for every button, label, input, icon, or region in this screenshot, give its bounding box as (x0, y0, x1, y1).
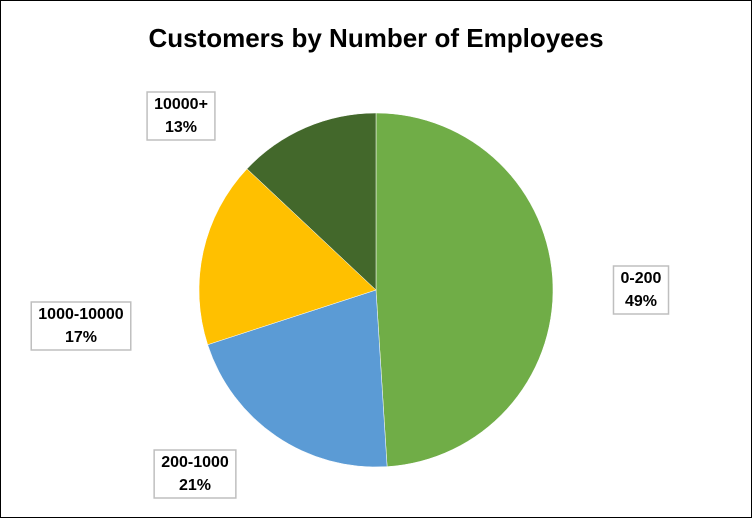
label-box (30, 301, 132, 351)
label-category: 1000-10000 (38, 306, 124, 323)
label-box (612, 265, 670, 315)
label-value: 17% (65, 329, 97, 346)
pie-slice (198, 168, 377, 346)
data-label: 10000+ 13% (146, 91, 216, 141)
label-value: 13% (165, 119, 197, 136)
label-box (153, 449, 237, 499)
label-box (146, 91, 216, 141)
pie-slice (207, 289, 388, 468)
chart-title: Customers by Number of Employees (148, 23, 603, 53)
data-label: 200-1000 21% (153, 449, 237, 499)
label-value: 49% (625, 293, 657, 310)
data-label: 0-200 49% (612, 265, 670, 315)
label-category: 200-1000 (161, 454, 229, 471)
label-category: 0-200 (621, 270, 662, 287)
label-value: 21% (179, 477, 211, 494)
pie-slice (375, 112, 554, 467)
pie-slice (246, 112, 377, 291)
data-label: 1000-10000 17% (30, 301, 132, 351)
label-category: 10000+ (154, 96, 208, 113)
